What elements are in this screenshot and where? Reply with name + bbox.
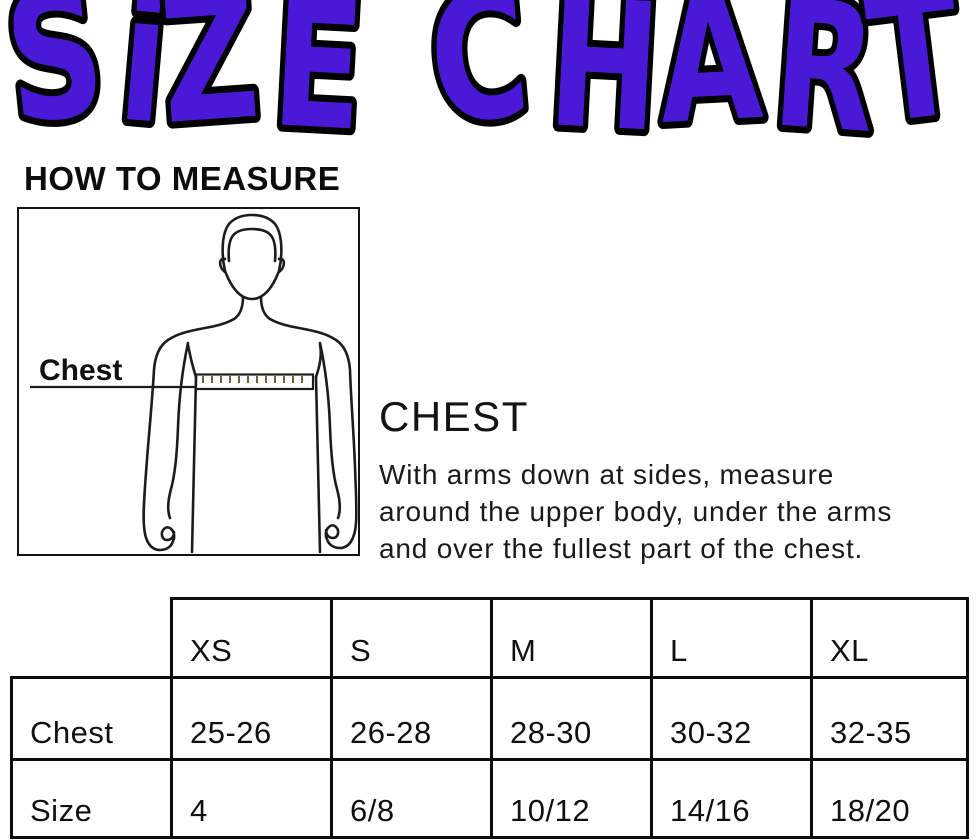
figure-left-armpit: [186, 343, 198, 379]
figure-right-torso: [314, 375, 322, 554]
figure-right-thumb: [324, 524, 340, 540]
figure-head: [221, 213, 283, 301]
size-column-header: M: [490, 597, 653, 679]
row-label: Size: [10, 758, 173, 839]
title-letter: A: [653, 0, 766, 155]
size-value: 10/12: [490, 758, 653, 839]
figure-right-armpit: [314, 343, 323, 379]
how-to-measure-heading: HOW TO MEASURE: [24, 160, 341, 197]
title-letter: E: [268, 0, 369, 155]
size-column-header: XS: [170, 597, 333, 679]
size-column-header: XL: [810, 597, 969, 679]
chest-value: 25-26: [170, 676, 333, 761]
figure-ear-right: [277, 257, 286, 274]
instruction-line: With arms down at sides, measure: [379, 459, 835, 490]
chest-value: 32-35: [810, 676, 969, 761]
size-column-header: S: [330, 597, 493, 679]
title-letter: C: [422, 0, 536, 155]
measurement-figure: Chest: [30, 213, 358, 554]
instruction-line: around the upper body, under the arms: [379, 496, 893, 527]
size-value: 18/20: [810, 758, 969, 839]
instruction-line: and over the fullest part of the chest.: [379, 533, 864, 564]
title-letter: S: [0, 0, 113, 155]
measuring-tape-ticks: [202, 376, 303, 383]
figure-right-arm-outline: [259, 295, 358, 550]
chest-label: Chest: [39, 354, 122, 387]
title-letter: H: [544, 0, 665, 155]
size-table: XS S M L XL Chest 25-26 26-28 28-30 30-3…: [10, 597, 969, 839]
size-table-header-row: XS S M L XL: [12, 597, 969, 679]
title-letter: R: [767, 0, 883, 155]
measuring-tape: [194, 373, 315, 391]
title-letter: T: [858, 0, 972, 155]
chest-value: 28-30: [490, 676, 653, 761]
figure-right-inner-arm: [318, 341, 342, 520]
size-table-corner-cell: [12, 599, 172, 678]
size-value: 14/16: [650, 758, 813, 839]
figure-left-inner-arm: [166, 341, 190, 520]
size-column-header: L: [650, 597, 813, 679]
chest-value: 30-32: [650, 676, 813, 761]
chest-instructions: CHEST With arms down at sides, measure a…: [379, 396, 964, 567]
figure-ear-left: [218, 257, 227, 274]
figure-left-arm-outline: [142, 295, 245, 552]
figure-hairline: [227, 227, 277, 263]
chest-value: 26-28: [330, 676, 493, 761]
size-value: 6/8: [330, 758, 493, 839]
table-row: Size 4 6/8 10/12 14/16 18/20: [10, 758, 969, 839]
chest-instructions-body: With arms down at sides, measure around …: [379, 456, 964, 567]
figure-left-torso: [190, 375, 198, 554]
measurement-figure-box: Chest: [17, 207, 360, 556]
size-value: 4: [170, 758, 333, 839]
table-row: Chest 25-26 26-28 28-30 30-32 32-35: [10, 676, 969, 761]
chest-instructions-heading: CHEST: [379, 393, 529, 440]
figure-left-thumb: [160, 526, 176, 542]
title-letter: Z: [155, 0, 265, 155]
row-label: Chest: [10, 676, 173, 761]
